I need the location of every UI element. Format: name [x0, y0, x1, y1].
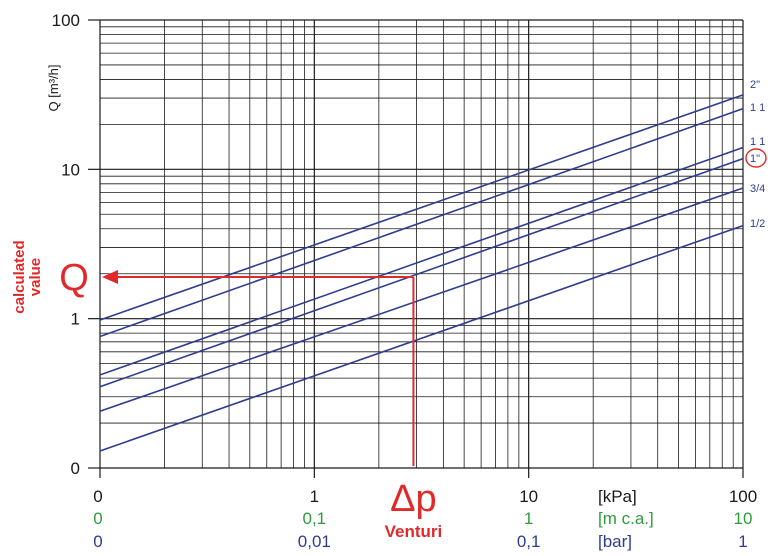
- x-tick-label: 10: [734, 509, 753, 528]
- annotation-q-sublabel: value: [27, 258, 44, 296]
- series-label: 1 1: [750, 136, 765, 148]
- y-tick-label: 1: [71, 310, 80, 329]
- series-highlight-circle: [745, 148, 767, 168]
- x-tick-label: 1: [524, 509, 533, 528]
- annotation-q-label: Q: [59, 257, 89, 299]
- series-line: [100, 94, 743, 321]
- x-tick-label: 1: [738, 532, 747, 551]
- x-axis-unit: [m c.a.]: [598, 509, 654, 528]
- x-tick-label: 0: [93, 532, 102, 551]
- x-tick-label: 0: [93, 487, 102, 506]
- annotation-dp-label: Δp: [390, 478, 437, 520]
- annotation-arrow-icon: [102, 270, 118, 285]
- series-label: 3/4: [750, 183, 765, 195]
- annotation-q-sublabel: calculated: [11, 240, 28, 313]
- chart-grid: [88, 19, 744, 478]
- x-axis-unit: [kPa]: [598, 487, 637, 506]
- series-line: [100, 107, 743, 338]
- y-axis-label: Q [m³/h]: [46, 65, 61, 112]
- x-axis-unit: [bar]: [598, 532, 632, 551]
- chart-series-group: [100, 94, 743, 452]
- series-label: 1": [750, 153, 760, 165]
- y-tick-label: 100: [52, 11, 80, 30]
- series-line: [100, 146, 743, 376]
- y-tick-label: 10: [61, 160, 80, 179]
- series-line: [100, 187, 743, 412]
- series-label: 2": [750, 79, 760, 91]
- y-tick-label: 0: [71, 459, 80, 478]
- annotation-dp-sublabel: Venturi: [385, 522, 443, 541]
- x-tick-label: 10: [519, 487, 538, 506]
- series-line: [100, 157, 743, 388]
- x-tick-label: 0: [93, 509, 102, 528]
- x-tick-label: 0,01: [298, 532, 331, 551]
- series-label: 1 1: [750, 102, 765, 114]
- x-tick-label: 0,1: [517, 532, 541, 551]
- series-line: [100, 224, 743, 452]
- series-label: 1/2: [750, 218, 765, 230]
- x-tick-label: 100: [729, 487, 757, 506]
- x-tick-label: 1: [310, 487, 319, 506]
- x-tick-label: 0,1: [303, 509, 327, 528]
